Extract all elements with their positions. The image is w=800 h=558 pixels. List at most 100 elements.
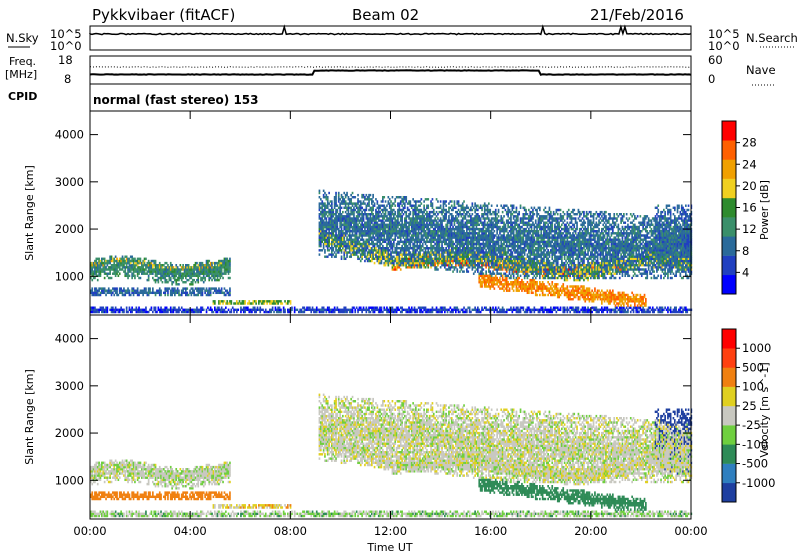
power-cell <box>364 211 366 213</box>
power-cell <box>361 222 363 224</box>
power-cell <box>258 302 260 304</box>
power-cell <box>134 275 136 277</box>
power-cell <box>345 196 347 198</box>
power-cell <box>343 198 345 200</box>
power-cell <box>386 215 388 217</box>
power-cell <box>332 215 334 217</box>
power-cell <box>440 205 442 207</box>
power-cell <box>397 219 399 221</box>
power-cell <box>377 202 379 204</box>
power-cell <box>111 277 113 279</box>
power-cell <box>405 211 407 213</box>
power-cell <box>480 311 482 313</box>
power-cell <box>192 287 194 289</box>
power-cell <box>434 217 436 219</box>
power-cell <box>481 266 483 268</box>
power-cell <box>414 256 416 258</box>
power-cell <box>228 309 230 311</box>
power-cell <box>487 205 489 207</box>
power-cell <box>484 211 486 213</box>
power-cell <box>463 230 465 232</box>
power-cell <box>367 256 369 258</box>
power-cell <box>356 307 358 309</box>
power-cell <box>425 307 427 309</box>
power-cell <box>148 279 150 281</box>
power-cell <box>145 309 147 311</box>
power-cell <box>341 258 343 260</box>
power-cell <box>403 236 405 238</box>
power-cell <box>341 226 343 228</box>
power-cell <box>218 287 220 289</box>
power-cell <box>451 200 453 202</box>
power-cell <box>229 287 231 289</box>
power-cell <box>382 311 384 313</box>
power-cell <box>458 219 460 221</box>
power-cell <box>465 209 467 211</box>
power-cell <box>393 202 395 204</box>
power-cell <box>180 264 182 266</box>
power-cell <box>253 302 255 304</box>
power-cell <box>452 209 454 211</box>
power-cell <box>371 202 373 204</box>
power-cell <box>421 247 423 249</box>
power-cell <box>392 211 394 213</box>
power-cell <box>160 279 162 281</box>
power-cell <box>210 307 212 309</box>
power-cell <box>337 224 339 226</box>
power-cell <box>363 194 365 196</box>
power-cell <box>372 207 374 209</box>
power-cell <box>467 256 469 258</box>
power-cell <box>472 202 474 204</box>
power-cell <box>111 290 113 292</box>
power-cell <box>111 256 113 258</box>
power-cell <box>473 249 475 251</box>
power-cell <box>374 205 376 207</box>
power-cell <box>331 256 333 258</box>
power-cell <box>334 207 336 209</box>
power-cell <box>152 287 154 289</box>
power-cell <box>405 217 407 219</box>
power-cell <box>382 200 384 202</box>
power-cell <box>229 294 231 296</box>
power-cell <box>456 211 458 213</box>
power-cell <box>356 245 358 247</box>
power-cell <box>444 219 446 221</box>
power-cell <box>484 202 486 204</box>
power-cell <box>345 241 347 243</box>
power-cell <box>459 311 461 313</box>
power-cell <box>138 307 140 309</box>
power-cell <box>208 260 210 262</box>
power-cell <box>430 217 432 219</box>
power-cell <box>474 307 476 309</box>
power-cell <box>335 247 337 249</box>
power-cell <box>459 211 461 213</box>
power-cell <box>335 192 337 194</box>
power-cell <box>404 207 406 209</box>
power-cell <box>115 256 117 258</box>
power-cell <box>392 234 394 236</box>
power-cell <box>467 245 469 247</box>
power-cell <box>492 270 494 272</box>
power-cell <box>334 311 336 313</box>
power-cell <box>277 302 279 304</box>
power-cell <box>115 275 117 277</box>
power-cell <box>440 217 442 219</box>
power-cell <box>392 205 394 207</box>
power-cell <box>463 307 465 309</box>
power-cell <box>432 307 434 309</box>
power-cell <box>488 283 490 285</box>
power-cell <box>481 207 483 209</box>
power-cell <box>348 211 350 213</box>
power-cell <box>374 262 376 264</box>
power-cell <box>451 253 453 255</box>
power-cell <box>405 196 407 198</box>
power-cell <box>123 309 125 311</box>
power-cell <box>405 198 407 200</box>
power-cell <box>127 311 129 313</box>
power-cell <box>400 213 402 215</box>
power-cell <box>98 311 100 313</box>
power-cell <box>91 290 93 292</box>
power-cell <box>211 279 213 281</box>
power-cell <box>401 215 403 217</box>
power-cell <box>319 192 321 194</box>
